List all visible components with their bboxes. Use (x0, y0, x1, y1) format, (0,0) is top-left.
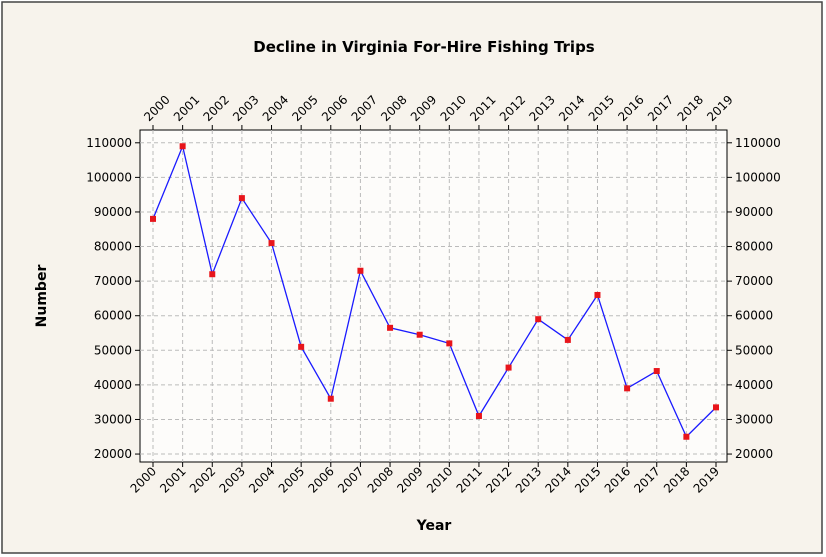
y-tick-label: 90000 (94, 205, 132, 219)
y-tick-label: 60000 (94, 309, 132, 323)
y2-tick-label: 90000 (735, 205, 773, 219)
y-tick-label: 100000 (86, 170, 132, 184)
y-tick-label: 110000 (86, 136, 132, 150)
y2-tick-label: 60000 (735, 309, 773, 323)
data-point (209, 271, 216, 278)
y2-tick-label: 70000 (735, 274, 773, 288)
data-point (387, 324, 394, 331)
data-point (238, 195, 245, 202)
plot-area (139, 129, 728, 463)
data-point (416, 331, 423, 338)
data-point (535, 316, 542, 323)
y-tick-label: 30000 (94, 412, 132, 426)
y-tick-label: 50000 (94, 343, 132, 357)
y2-tick-label: 50000 (735, 343, 773, 357)
y2-tick-label: 80000 (735, 240, 773, 254)
data-point (446, 340, 453, 347)
data-point (357, 267, 364, 274)
data-point (594, 291, 601, 298)
y2-tick-label: 40000 (735, 378, 773, 392)
data-point (475, 413, 482, 420)
data-point (298, 343, 305, 350)
y2-tick-label: 110000 (735, 136, 781, 150)
chart-title: Decline in Virginia For-Hire Fishing Tri… (253, 38, 595, 56)
data-point (150, 215, 156, 222)
data-point (505, 364, 512, 371)
y-tick-label: 20000 (94, 447, 132, 461)
data-point (624, 385, 631, 392)
data-point (327, 395, 334, 402)
data-point (564, 336, 571, 343)
data-point (653, 368, 660, 375)
y2-tick-label: 20000 (735, 447, 773, 461)
y-tick-label: 80000 (94, 240, 132, 254)
x-axis-label: Year (416, 518, 452, 534)
y2-tick-label: 100000 (735, 170, 781, 184)
data-point (268, 240, 275, 247)
y-axis-label: Number (34, 265, 50, 328)
data-line (152, 144, 717, 438)
y-tick-label: 40000 (94, 378, 132, 392)
data-point (683, 433, 690, 440)
data-point (713, 404, 719, 411)
data-point (179, 143, 186, 150)
y-tick-label: 70000 (94, 274, 132, 288)
y2-tick-label: 30000 (735, 412, 773, 426)
